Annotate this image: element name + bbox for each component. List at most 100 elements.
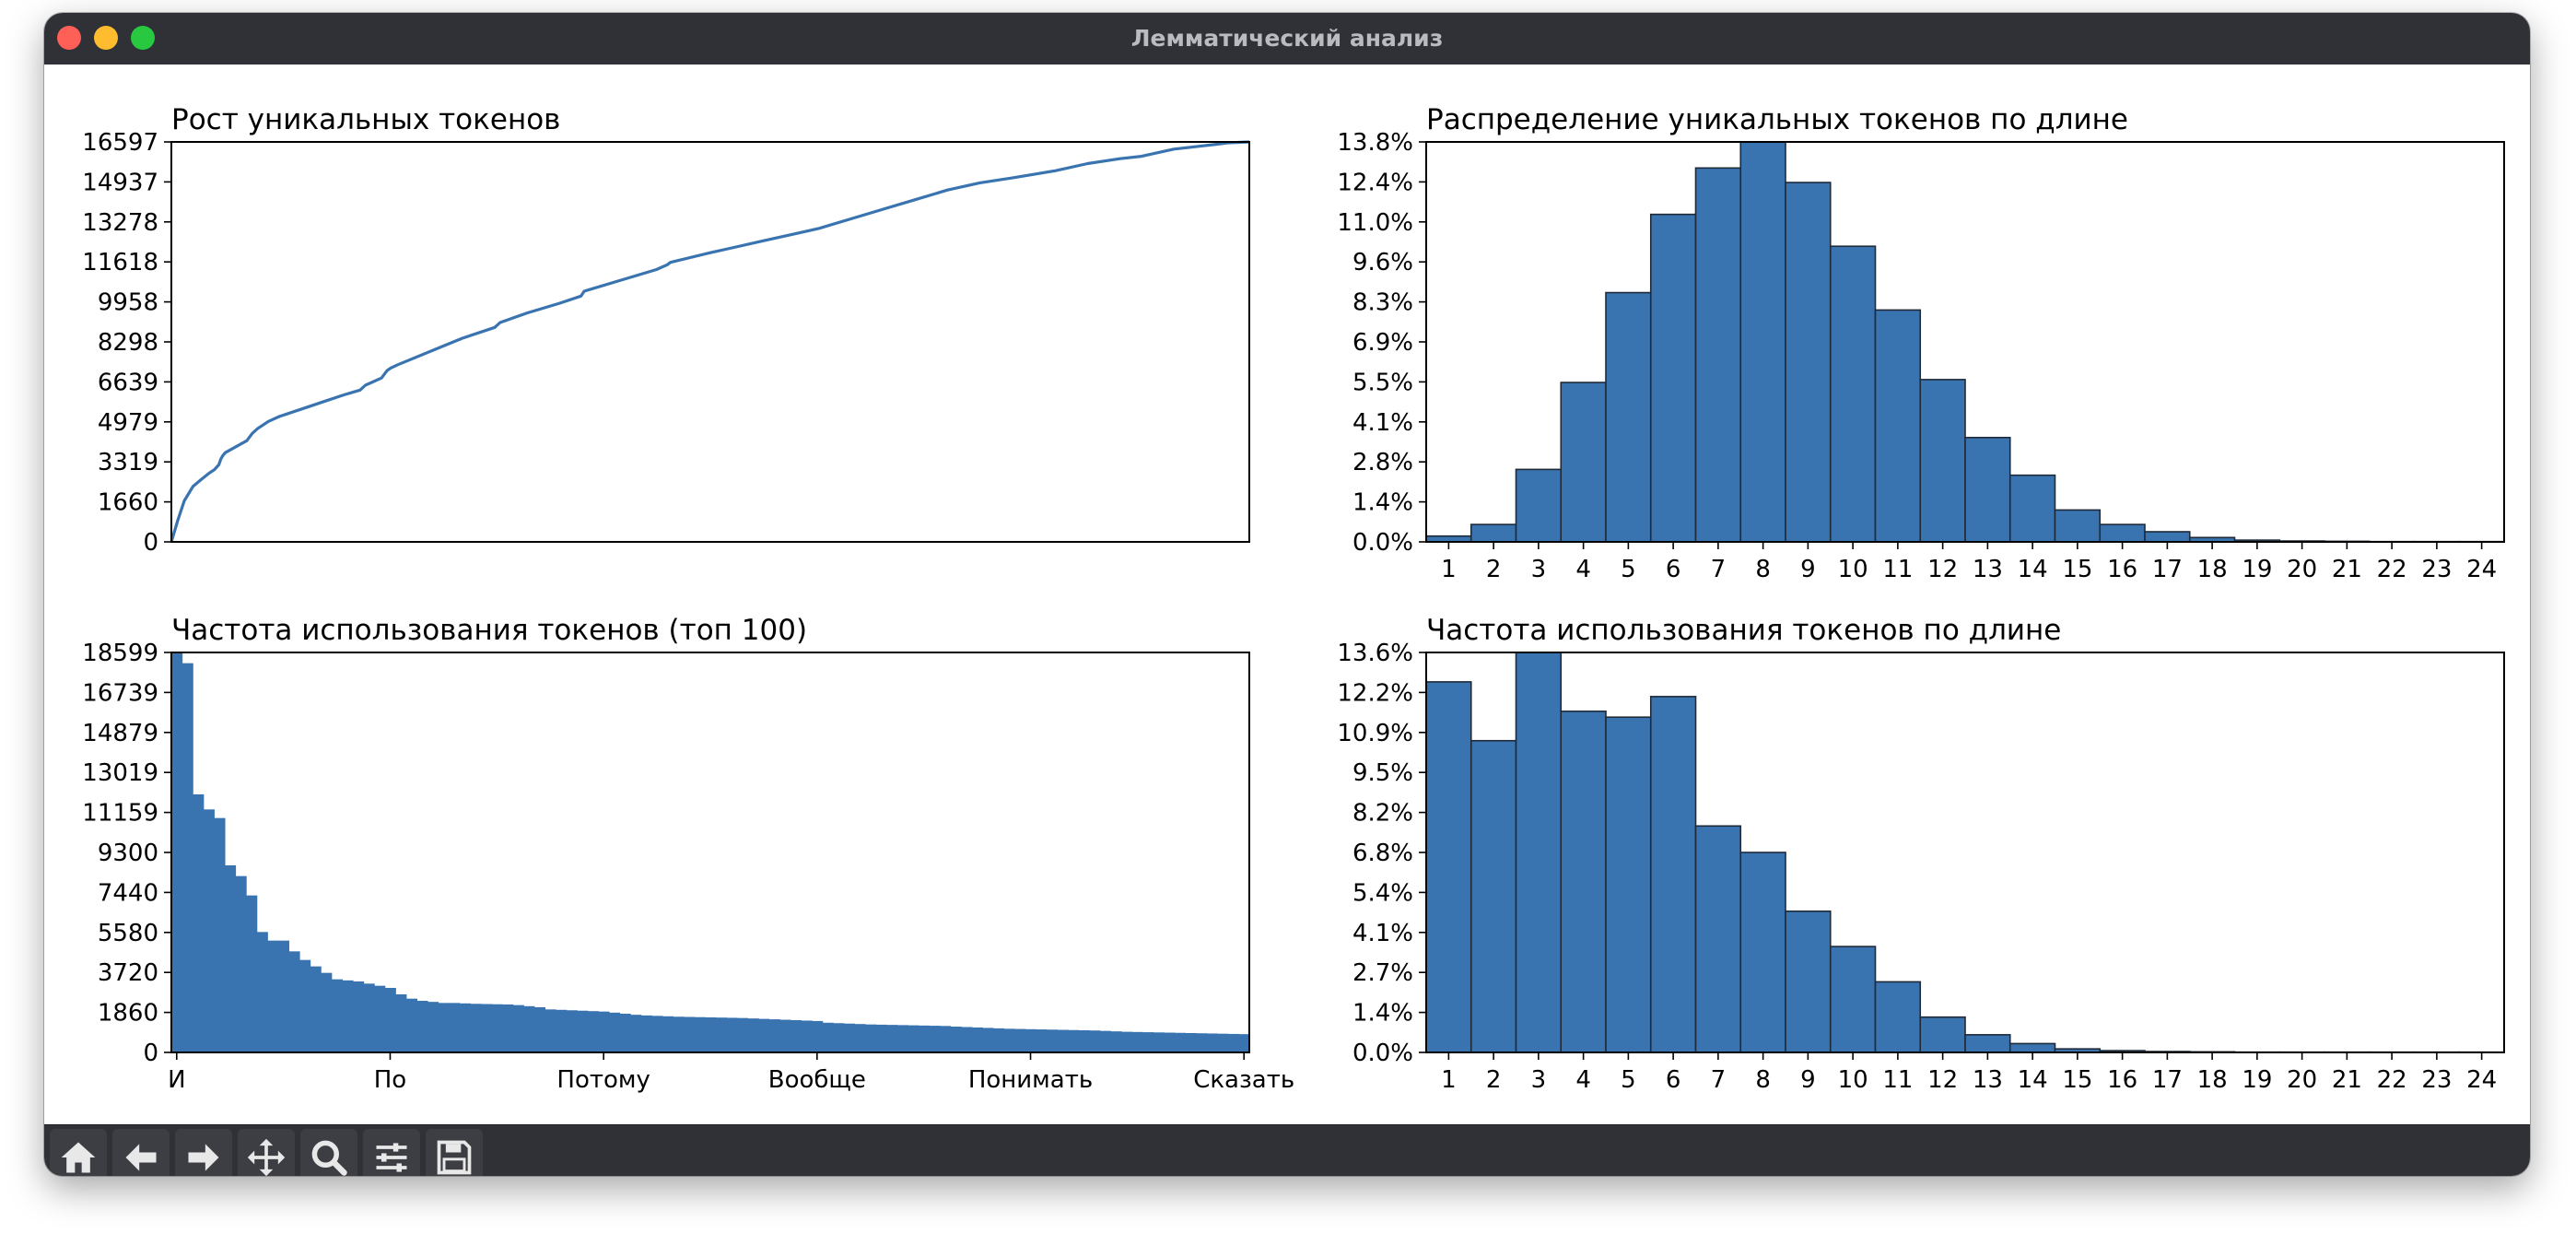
x-tick-label: 6 (1666, 1066, 1681, 1094)
y-tick-label: 8.2% (1352, 800, 1413, 828)
bar (321, 972, 333, 1052)
x-tick-label: 18 (2197, 1066, 2228, 1094)
bar (1036, 1029, 1048, 1052)
x-tick-label: И (168, 1066, 185, 1094)
home-button[interactable] (50, 1129, 107, 1176)
minimize-window-button[interactable] (94, 26, 118, 50)
x-tick-label: 24 (2466, 1066, 2497, 1094)
x-tick-label: Потому (556, 1066, 650, 1094)
bar (491, 1004, 503, 1052)
axes-frame (170, 141, 1250, 543)
x-tick-label: 19 (2242, 556, 2272, 583)
move-icon (247, 1138, 286, 1176)
bar (1785, 910, 1832, 1053)
zoom-button[interactable] (300, 1129, 357, 1176)
y-tick-label: 0.0% (1352, 529, 1413, 557)
bar (1089, 1030, 1101, 1052)
figure-canvas[interactable]: Рост уникальных токенов 0 1660 3319 4979 6639… (44, 65, 2530, 1124)
configure-subplots-button[interactable] (363, 1129, 420, 1176)
y-tick-label: 6.9% (1352, 329, 1413, 357)
maximize-window-button[interactable] (131, 26, 155, 50)
bar (812, 1020, 824, 1052)
y-tick-label: 3720 (98, 959, 158, 987)
bar (1196, 1033, 1208, 1052)
y-tick-label: 0 (143, 1040, 158, 1067)
bar (886, 1025, 898, 1052)
bar (1185, 1032, 1197, 1052)
chart-unique-growth: Рост уникальных токенов 0 1660 3319 4979 6639… (82, 103, 1250, 557)
x-tick-label: 13 (1973, 1066, 2003, 1094)
x-tick-label: 17 (2152, 1066, 2183, 1094)
bar (1560, 711, 1607, 1053)
bar (1785, 182, 1832, 543)
bar (630, 1015, 642, 1052)
bar (1142, 1032, 1154, 1052)
pan-button[interactable] (238, 1129, 295, 1176)
x-tick-label: 9 (1800, 556, 1816, 583)
bar (1217, 1033, 1229, 1052)
save-button[interactable] (426, 1129, 483, 1176)
bar (171, 652, 183, 1052)
bar (971, 1027, 983, 1052)
y-tick-label: 1860 (98, 1000, 158, 1028)
x-tick-label: 23 (2421, 556, 2452, 583)
bar (1739, 141, 1786, 543)
bar (694, 1016, 706, 1052)
bar (1057, 1029, 1069, 1052)
forward-button[interactable] (175, 1129, 232, 1176)
bar (224, 864, 237, 1052)
bar (1829, 245, 1877, 543)
y-tick-label: 13278 (82, 209, 158, 237)
bar (940, 1026, 952, 1052)
x-tick-label: 7 (1711, 1066, 1727, 1094)
bar (684, 1016, 696, 1052)
series-line (170, 140, 1250, 543)
bar (438, 1003, 450, 1052)
bar (1425, 681, 1472, 1053)
bar (533, 1006, 546, 1052)
bar (1874, 309, 1922, 543)
bar (1099, 1030, 1112, 1052)
bar (961, 1027, 973, 1052)
bar (918, 1025, 931, 1052)
bar (384, 987, 396, 1052)
bar (1238, 1034, 1250, 1052)
bar (459, 1003, 471, 1052)
close-window-button[interactable] (57, 26, 81, 50)
x-tick-label: Понимать (968, 1066, 1093, 1094)
x-tick-label: 16 (2107, 1066, 2137, 1094)
x-tick-label: 8 (1755, 1066, 1771, 1094)
bar (1164, 1032, 1176, 1052)
bar (1068, 1029, 1080, 1052)
title-bar: Лемматический анализ (44, 13, 2530, 65)
y-tick-label: 14879 (82, 720, 158, 747)
bar (1110, 1031, 1122, 1052)
x-tick-label: По (374, 1066, 406, 1094)
axes-frame (170, 652, 1250, 1053)
figure-svg: Рост уникальных токенов01660331949796639… (82, 103, 2505, 1094)
bar (1131, 1031, 1143, 1052)
y-tick-label: 9958 (98, 289, 158, 317)
bar (651, 1016, 663, 1052)
bar (1025, 1028, 1036, 1052)
y-tick-label: 8298 (98, 329, 158, 357)
bar (1469, 739, 1517, 1053)
bar (1120, 1031, 1133, 1052)
y-tick-label: 4979 (98, 409, 158, 437)
bar (203, 809, 215, 1052)
chart-unique-by-length: Распределение уникальных токенов по длин… (1337, 103, 2505, 583)
axes-frame (1425, 652, 2505, 1053)
sliders-icon (376, 1143, 407, 1172)
y-tick-label: 8.3% (1352, 289, 1413, 317)
x-tick-label: 21 (2332, 1066, 2362, 1094)
bar (929, 1026, 941, 1052)
magnifier-icon (311, 1140, 347, 1176)
x-tick-label: 20 (2287, 1066, 2317, 1094)
back-button[interactable] (112, 1129, 170, 1176)
chart-title: Частота использования токенов (топ 100) (171, 614, 807, 647)
bar (277, 940, 290, 1052)
bar (950, 1026, 962, 1052)
bar (577, 1010, 589, 1052)
bar (267, 940, 279, 1052)
y-tick-label: 6.8% (1352, 840, 1413, 867)
